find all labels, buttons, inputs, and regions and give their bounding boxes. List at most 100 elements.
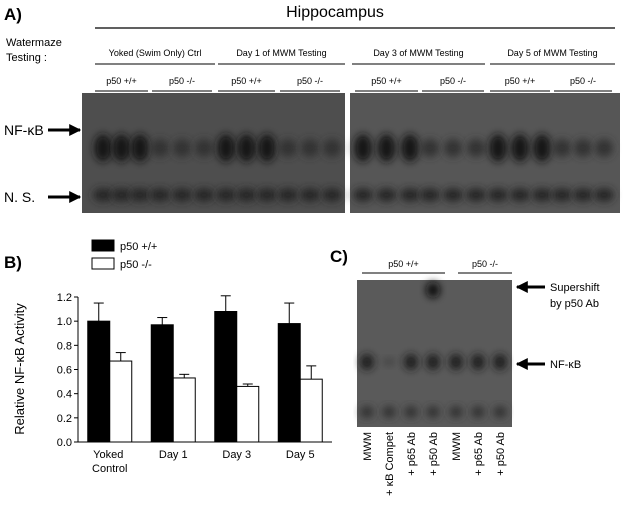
arrow-label: by p50 Ab: [550, 298, 599, 310]
band: [510, 188, 530, 202]
band: [360, 354, 374, 370]
band: [93, 188, 113, 202]
panel-title: Hippocampus: [286, 4, 384, 21]
bar: [150, 324, 174, 443]
band: [420, 188, 440, 202]
lane-label: + p65 Ab: [406, 432, 418, 476]
band: [195, 139, 213, 157]
arrow-label: NF-κB: [550, 359, 581, 371]
band: [217, 134, 235, 162]
lane-label: + κB Compet: [384, 432, 396, 496]
band: [376, 188, 397, 202]
bar: [109, 360, 133, 443]
legend-swatch: [91, 257, 115, 270]
band: [278, 188, 298, 202]
band: [511, 134, 529, 162]
y-tick-label: 0.8: [57, 340, 72, 352]
band: [382, 406, 396, 418]
y-axis-label: Relative NF-κB Activity: [12, 303, 27, 435]
lane-label: MWM: [362, 432, 374, 461]
group-label: Day 1 of MWM Testing: [236, 48, 326, 58]
band: [573, 188, 593, 202]
lane-label: + p50 Ab: [428, 432, 440, 476]
genotype-label: p50 +/+: [231, 76, 262, 86]
band: [466, 188, 486, 202]
band: [553, 139, 571, 157]
band: [426, 406, 440, 418]
band: [449, 354, 463, 370]
y-tick-label: 0.2: [57, 413, 72, 425]
bar: [87, 320, 111, 443]
genotype-label: p50 +/+: [388, 259, 419, 269]
band: [131, 134, 149, 162]
band: [94, 134, 112, 162]
band: [404, 406, 418, 418]
bar: [214, 311, 238, 443]
row-label: Testing :: [6, 52, 47, 64]
band: [130, 188, 150, 202]
band: [377, 134, 396, 162]
genotype-label: p50 +/+: [371, 76, 402, 86]
y-tick-label: 0.0: [57, 437, 72, 449]
band-label: NF-κB: [4, 122, 44, 138]
group-label: Yoked (Swim Only) Ctrl: [109, 48, 202, 58]
band: [322, 188, 342, 202]
band: [216, 188, 236, 202]
band: [421, 139, 439, 157]
band: [426, 354, 440, 370]
band: [426, 282, 440, 298]
band: [471, 406, 485, 418]
band: [493, 406, 507, 418]
bar: [277, 323, 301, 443]
panel-label: C): [330, 247, 348, 266]
band: [493, 354, 507, 370]
genotype-label: p50 -/-: [440, 76, 466, 86]
genotype-label: p50 -/-: [472, 259, 498, 269]
gel-image: [82, 93, 620, 213]
band: [173, 139, 191, 157]
genotype-label: p50 -/-: [570, 76, 596, 86]
band: [300, 188, 320, 202]
group-label: Day 5 of MWM Testing: [507, 48, 597, 58]
band: [594, 188, 614, 202]
band: [301, 139, 319, 157]
bar: [172, 377, 196, 443]
band: [552, 188, 572, 202]
band: [257, 188, 277, 202]
legend-label: p50 +/+: [120, 241, 157, 253]
band: [444, 139, 462, 157]
genotype-label: p50 +/+: [505, 76, 536, 86]
legend-label: p50 -/-: [120, 259, 152, 271]
band: [112, 134, 131, 162]
x-tick-label: Yoked Control: [92, 449, 127, 475]
band: [172, 188, 192, 202]
band: [404, 354, 418, 370]
band: [488, 188, 508, 202]
band: [353, 188, 373, 202]
band: [258, 134, 276, 162]
band: [360, 406, 374, 418]
gel-image: [357, 280, 512, 427]
band: [354, 134, 372, 162]
band: [533, 134, 551, 162]
band: [401, 134, 419, 162]
x-tick-label: Day 1: [159, 449, 188, 461]
band: [471, 354, 485, 370]
bar: [299, 378, 323, 443]
lane-label: + p50 Ab: [495, 432, 507, 476]
band: [489, 134, 507, 162]
genotype-label: p50 -/-: [297, 76, 323, 86]
x-tick-label: Day 5: [286, 449, 315, 461]
arrow-label: Supershift: [550, 282, 600, 294]
y-tick-label: 1.0: [57, 316, 72, 328]
band: [194, 188, 214, 202]
lane-label: + p65 Ab: [473, 432, 485, 476]
genotype-label: p50 +/+: [106, 76, 137, 86]
panel-label: A): [4, 5, 22, 24]
band: [111, 188, 132, 202]
x-tick-label: Day 3: [222, 449, 251, 461]
gel-bands: [360, 282, 507, 418]
y-tick-label: 1.2: [57, 292, 72, 304]
band: [449, 406, 463, 418]
